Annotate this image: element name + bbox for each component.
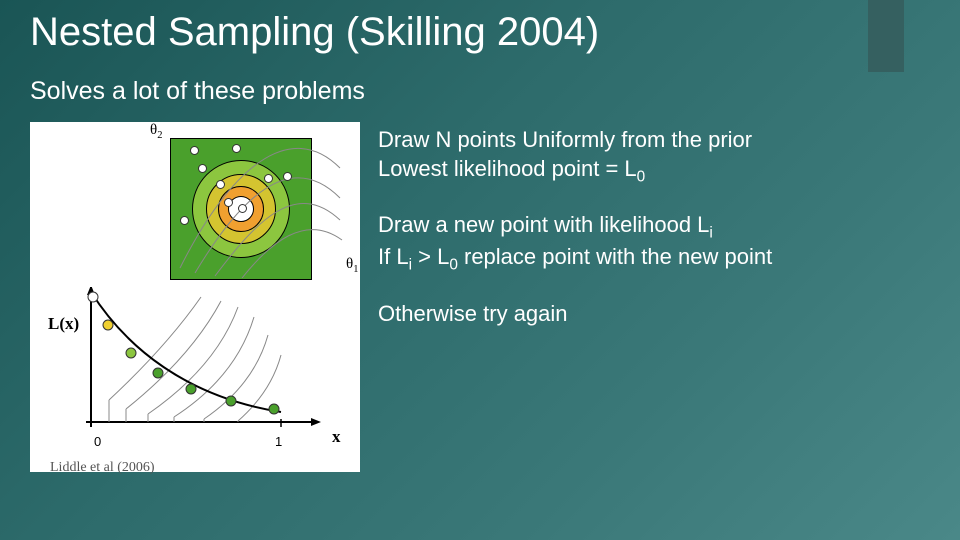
slide-subtitle: Solves a lot of these problems	[30, 77, 930, 106]
algorithm-text: Draw N points Uniformly from the prior L…	[378, 122, 930, 352]
accent-bar	[868, 0, 904, 72]
slide-title: Nested Sampling (Skilling 2004)	[30, 10, 930, 55]
figure-citation: Liddle et al (2006)	[50, 458, 155, 476]
step-1-line-2: Lowest likelihood point = L0	[378, 155, 930, 187]
contour-point	[190, 146, 199, 155]
figure-column: θ2 θ1 L(x) x 0 1	[30, 122, 360, 472]
contour-point	[232, 144, 241, 153]
contour-point	[180, 216, 189, 225]
slide: Nested Sampling (Skilling 2004) Solves a…	[0, 0, 960, 472]
step-2-line-2: If Li > L0 replace point with the new po…	[378, 243, 930, 275]
contour-point	[283, 172, 292, 181]
step-2: Draw a new point with likelihood Li If L…	[378, 211, 930, 276]
contour-point	[238, 204, 247, 213]
theta2-axis-label: θ2	[150, 122, 162, 141]
lx-svg	[46, 287, 346, 447]
lx-plot	[46, 287, 346, 447]
figure-box: θ2 θ1 L(x) x 0 1	[30, 122, 360, 472]
content-row: θ2 θ1 L(x) x 0 1	[30, 122, 930, 472]
contour-point	[224, 198, 233, 207]
step-3: Otherwise try again	[378, 300, 930, 329]
theta1-axis-label: θ1	[346, 256, 358, 275]
contour-point	[198, 164, 207, 173]
contour-diagram	[170, 128, 345, 278]
contour-point	[216, 180, 225, 189]
step-2-line-1: Draw a new point with likelihood Li	[378, 211, 930, 243]
step-1: Draw N points Uniformly from the prior L…	[378, 126, 930, 187]
contour-point	[264, 174, 273, 183]
step-1-line-1: Draw N points Uniformly from the prior	[378, 126, 930, 155]
